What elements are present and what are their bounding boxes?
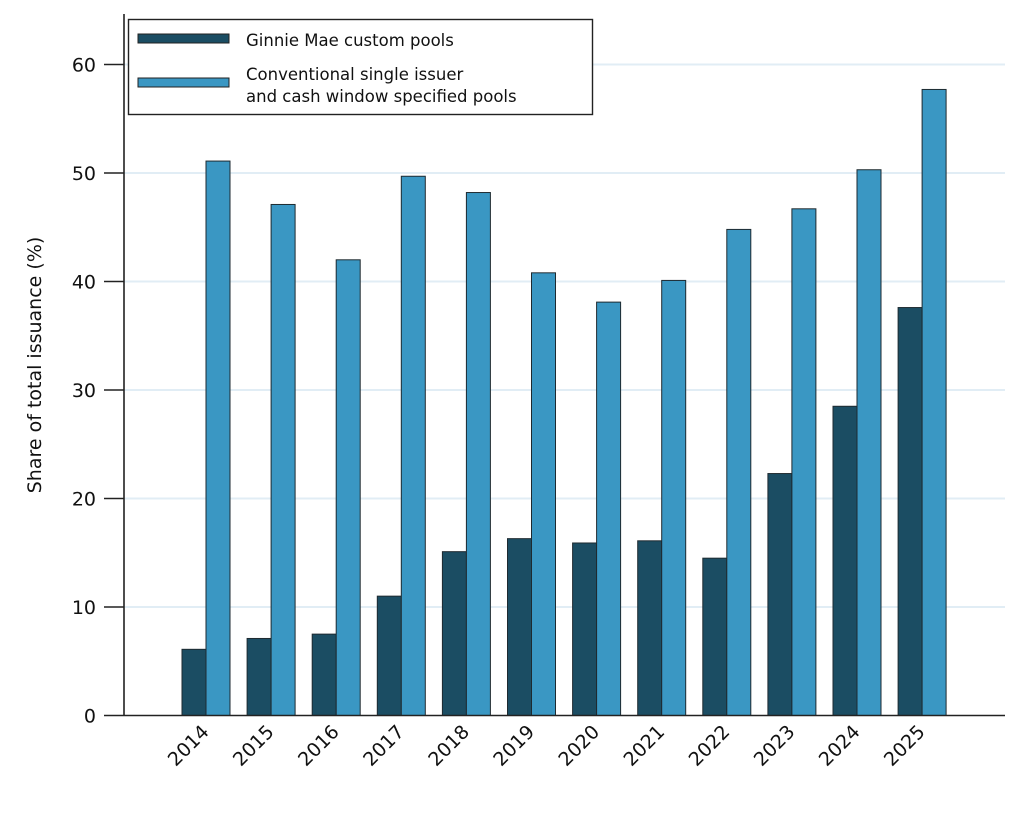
bar-conventional-2021 [661,279,687,716]
bar-conventional-2019 [531,272,556,716]
x-tick-label: 2015 [229,721,279,771]
y-tick-label: 40 [72,272,96,294]
x-tick-label: 2017 [359,721,409,771]
legend: Ginnie Mae custom pools Conventional sin… [127,18,594,116]
bar-conventional-2015 [270,203,296,716]
bar-conventional-2025 [921,88,947,716]
bar-ginnie-mae-2015 [246,637,272,717]
x-tick-label: 2024 [815,721,865,771]
y-tick-label: 60 [72,55,96,77]
bar-ginnie-mae-2024 [832,405,858,716]
bar-ginnie-mae-2018 [441,551,467,716]
x-tick-label: 2019 [489,721,539,771]
bar-conventional-2016 [335,259,361,716]
y-tick-label: 20 [72,489,96,511]
y-tick-label: 30 [72,380,96,402]
legend-label-conventional-line1: Conventional single issuer [246,65,463,84]
bar-ginnie-mae-2022 [702,557,728,716]
x-tick-label: 2018 [424,721,474,771]
x-tick-label: 2014 [164,721,214,771]
bar-conventional-2024 [856,169,882,716]
axes [123,14,1005,717]
bar-ginnie-mae-2014 [181,648,207,716]
bar-ginnie-mae-2019 [507,538,532,717]
x-tick-label: 2023 [750,721,800,771]
bar-ginnie-mae-2023 [767,473,793,717]
y-ticks: 0 10 20 30 40 50 60 [72,55,124,728]
y-tick-label: 0 [84,706,96,728]
bar-conventional-2020 [596,301,622,716]
x-tick-label: 2021 [619,721,669,771]
y-tick-label: 10 [72,597,96,619]
y-tick-label: 50 [72,163,96,185]
x-tick-labels: 2014 2015 2016 2017 2018 2019 2020 2021 2022 2023… [164,721,930,771]
bars [181,88,947,717]
bar-conventional-2022 [726,228,752,716]
x-tick-label: 2016 [294,721,344,771]
bar-conventional-2018 [465,192,491,716]
bar-conventional-2014 [205,160,231,716]
bar-ginnie-mae-2017 [376,595,402,717]
y-axis-title: Share of total issuance (%) [24,237,46,494]
bar-ginnie-mae-2020 [572,542,598,716]
x-tick-label: 2022 [685,721,735,771]
legend-label-conventional-line2: and cash window specified pools [246,87,517,106]
bar-conventional-2017 [400,175,426,716]
bar-ginnie-mae-2016 [311,633,337,716]
bar-conventional-2023 [791,208,817,716]
x-tick-label: 2025 [880,721,930,771]
legend-swatch-conventional [137,77,230,88]
legend-swatch-ginnie-mae [137,33,230,44]
x-tick-label: 2020 [554,721,604,771]
legend-label-ginnie-mae: Ginnie Mae custom pools [246,31,454,50]
bar-ginnie-mae-2025 [897,307,923,716]
bar-ginnie-mae-2021 [637,540,663,716]
